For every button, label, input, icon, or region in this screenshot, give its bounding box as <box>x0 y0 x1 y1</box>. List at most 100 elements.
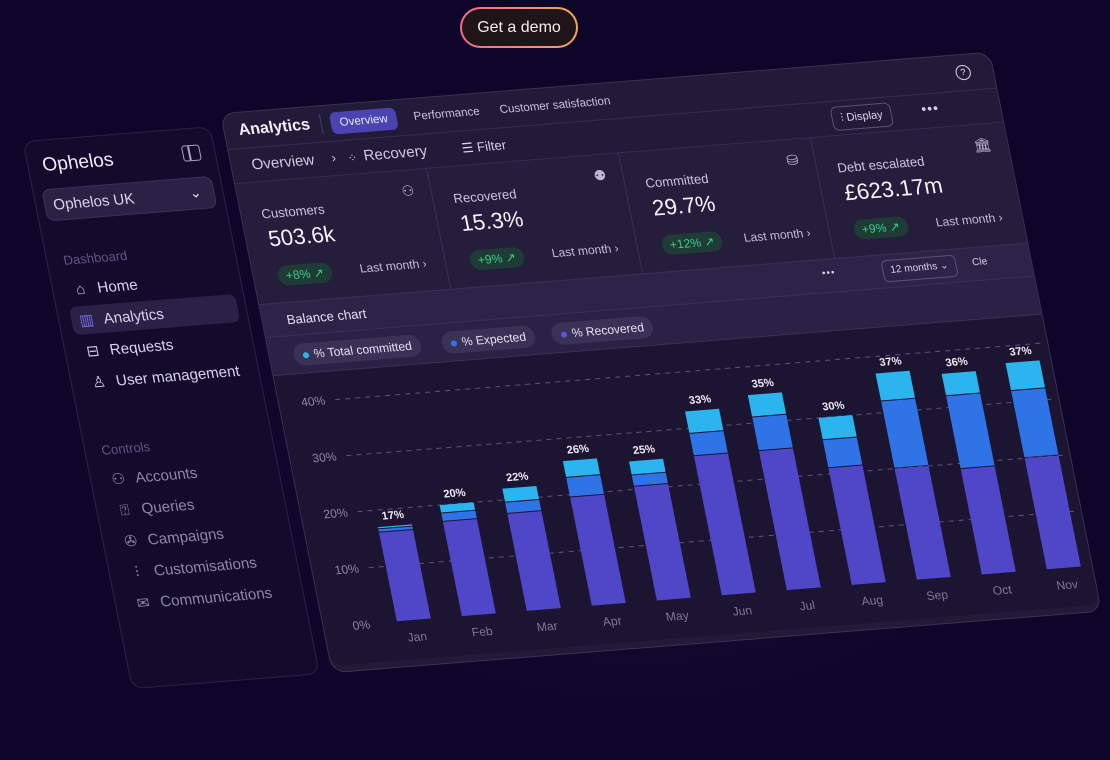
change-badge: +8% ↗ <box>276 261 334 287</box>
sliders-icon: ⫶ <box>133 563 141 581</box>
legend-total-committed[interactable]: % Total committed <box>291 334 423 367</box>
section-label-controls: Controls <box>100 438 152 458</box>
legend-recovered[interactable]: % Recovered <box>549 315 656 346</box>
breadcrumb-recovery: Recovery <box>362 142 429 165</box>
bar-segment-total-committed <box>875 370 915 401</box>
clear-button[interactable]: Cle <box>971 256 989 269</box>
gridline <box>368 510 1079 569</box>
bar-value-label: 17% <box>381 509 405 523</box>
bar-value-label: 20% <box>442 487 466 501</box>
bar-segment-total-committed <box>502 485 539 502</box>
y-tick-label: 30% <box>311 450 338 466</box>
y-tick-label: 40% <box>300 394 327 410</box>
x-tick-label: Oct <box>991 582 1013 597</box>
x-tick-label: Jun <box>731 603 753 618</box>
x-tick-label: Aug <box>860 593 884 609</box>
x-tick-label: Nov <box>1055 577 1080 593</box>
range-select[interactable]: 12 months ⌄ <box>880 254 959 283</box>
users-icon: ⚇ <box>110 470 127 489</box>
bar-segment-expected <box>566 475 604 497</box>
brand-logo: Ophelos <box>40 149 116 176</box>
x-tick-label: Apr <box>601 614 622 629</box>
bar-segment-expected <box>822 437 863 468</box>
tab-performance[interactable]: Performance <box>412 105 481 123</box>
bar-value-label: 25% <box>632 443 656 457</box>
bar-segment-total-committed <box>562 458 601 477</box>
bar-segment-total-committed <box>818 415 857 440</box>
divider <box>318 114 324 135</box>
bar-segment-recovered <box>442 519 496 617</box>
bar-segment-expected <box>441 510 477 521</box>
section-label-dashboard: Dashboard <box>62 247 129 268</box>
display-button[interactable]: ⫶ Display <box>829 102 895 132</box>
bar-segment-total-committed <box>629 458 666 475</box>
period-link[interactable]: Last month › <box>358 256 428 276</box>
bar-segment-expected <box>946 393 995 469</box>
help-icon[interactable]: ? <box>954 64 973 81</box>
x-tick-label: Mar <box>535 619 558 634</box>
legend-dot <box>560 331 568 338</box>
tab-customer-satisfaction[interactable]: Customer satisfaction <box>498 95 612 117</box>
change-badge: +12% ↗ <box>660 230 725 256</box>
bar-value-label: 26% <box>566 443 590 457</box>
page-title: Analytics <box>237 116 312 139</box>
legend-dot <box>302 351 310 359</box>
bar-segment-recovered <box>1024 455 1081 570</box>
chart-title: Balance chart <box>285 305 368 328</box>
coins-icon: ⛁ <box>784 151 800 169</box>
gridline <box>335 342 1046 401</box>
bar-segment-total-committed <box>941 371 980 396</box>
x-tick-label: May <box>665 608 691 624</box>
get-a-demo-button[interactable]: Get a demo <box>460 7 578 48</box>
change-badge: +9% ↗ <box>468 246 526 271</box>
tab-overview[interactable]: Overview <box>328 107 399 135</box>
chevron-down-icon: ⌄ <box>187 183 203 201</box>
org-selector[interactable]: Ophelos UK ⌄ <box>41 175 218 222</box>
bar-segment-expected <box>1011 388 1059 458</box>
bar-value-label: 37% <box>1008 345 1032 359</box>
bar-segment-recovered <box>828 465 886 585</box>
balance-chart-svg: 0% 10% 20% 30% 40% 17% Jan 20% Feb 22% Mar 26% Apr 25… <box>300 342 1081 645</box>
x-tick-label: Jan <box>406 629 428 644</box>
stat-card-customers[interactable]: ⚇ Customers 503.6k +8% ↗ Last month › <box>235 168 452 305</box>
megaphone-icon: ✇ <box>122 532 139 551</box>
collapse-sidebar-icon[interactable] <box>180 144 202 162</box>
inbox-icon: ⊟ <box>84 342 101 361</box>
stat-card-debt-escalated[interactable]: 🏛 Debt escalated £623.17m +9% ↗ Last mon… <box>811 122 1028 259</box>
period-link[interactable]: Last month › <box>934 210 1004 230</box>
users-icon: ⚇ <box>400 182 416 200</box>
filter-button[interactable]: ☰ Filter <box>460 137 508 156</box>
user-icon: ♙ <box>90 373 108 392</box>
bar-value-label: 33% <box>688 393 712 407</box>
bar-segment-expected <box>881 398 929 468</box>
chart-more-icon[interactable]: ••• <box>821 267 837 280</box>
chevron-right-icon: › <box>330 149 338 166</box>
legend-dot <box>450 339 458 347</box>
stat-card-recovered[interactable]: ⚉ Recovered 15.3% +9% ↗ Last month › <box>427 153 644 289</box>
bar-segment-total-committed <box>685 408 724 433</box>
mail-icon: ✉ <box>135 594 152 613</box>
dashboard-mockup: Ophelos Ophelos UK ⌄ Dashboard ⌂ Home ▥ An… <box>10 51 1105 695</box>
bar-segment-recovered <box>379 529 431 622</box>
x-tick-label: Sep <box>925 588 949 604</box>
y-tick-label: 0% <box>351 618 371 633</box>
bar-segment-recovered <box>894 465 951 580</box>
period-link[interactable]: Last month › <box>742 225 812 245</box>
bar-segment-expected <box>378 526 413 532</box>
bar-segment-recovered <box>634 483 691 601</box>
more-options-icon[interactable]: ••• <box>919 99 941 117</box>
gridline <box>357 454 1068 513</box>
stat-card-committed[interactable]: ⛁ Committed 29.7% +12% ↗ Last month › <box>619 138 836 274</box>
change-badge: +9% ↗ <box>852 215 910 241</box>
y-tick-label: 20% <box>322 506 349 522</box>
recovery-icon: ⁘ <box>346 152 359 165</box>
period-link[interactable]: Last month › <box>550 240 620 261</box>
bar-segment-recovered <box>960 466 1016 575</box>
question-icon: ⍰ <box>118 501 131 519</box>
bar-segment-total-committed <box>439 502 476 513</box>
x-tick-label: Jul <box>798 598 816 613</box>
breadcrumb-overview[interactable]: Overview <box>250 151 316 174</box>
home-icon: ⌂ <box>74 280 87 298</box>
legend-expected[interactable]: % Expected <box>439 324 538 355</box>
bar-segment-total-committed <box>377 524 413 529</box>
